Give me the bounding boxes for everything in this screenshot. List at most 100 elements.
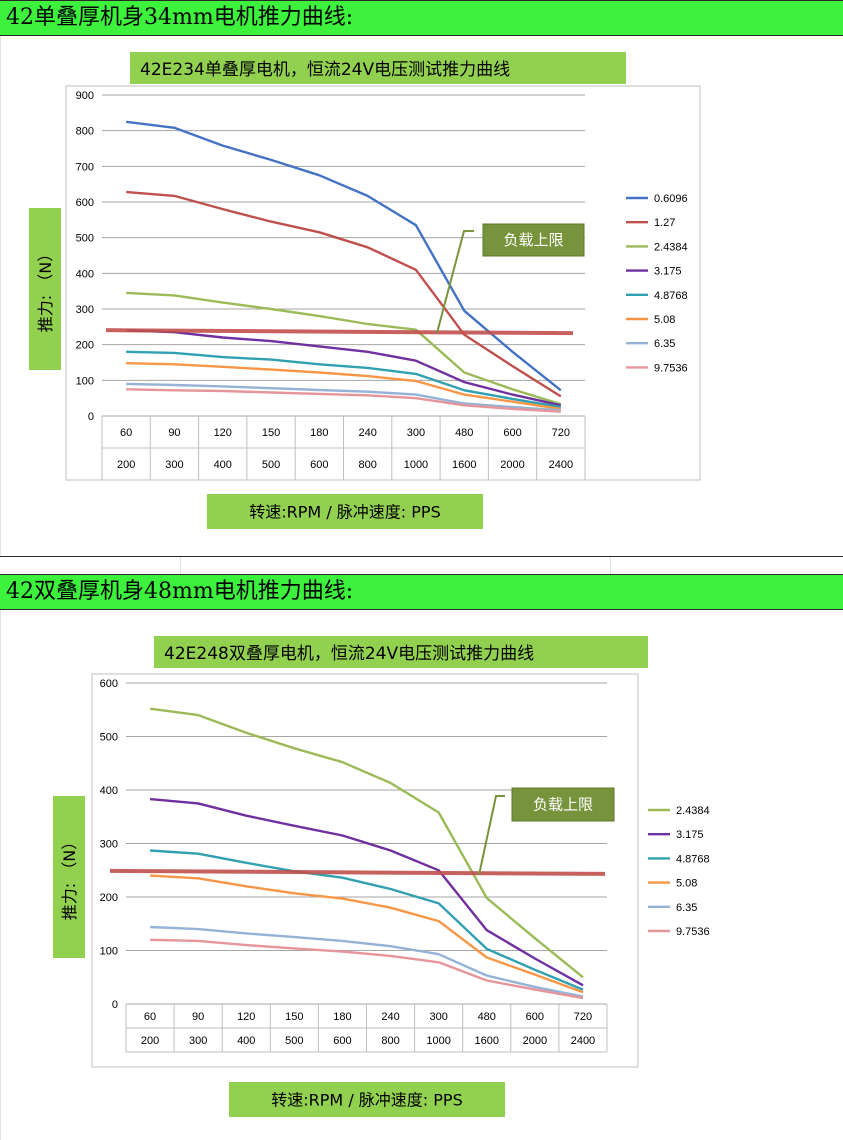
y-tick-label: 600 bbox=[100, 678, 118, 690]
legend-label: 9.7536 bbox=[676, 926, 710, 938]
annotation-box bbox=[511, 787, 615, 822]
chart-title-box bbox=[130, 52, 626, 84]
x-axis-label-box bbox=[229, 1082, 505, 1117]
series-line bbox=[149, 707, 584, 979]
y-axis-label: 推力: （N） bbox=[36, 246, 55, 332]
page-gridline bbox=[610, 556, 611, 574]
series-line bbox=[150, 874, 584, 994]
y-tick-label: 0 bbox=[88, 411, 94, 423]
x-tick-label-pps: 300 bbox=[165, 459, 183, 471]
series-line bbox=[126, 388, 561, 413]
x-tick-label-pps: 500 bbox=[262, 459, 280, 471]
x-tick-label-pps: 800 bbox=[381, 1035, 399, 1047]
x-tick-label-pps: 400 bbox=[237, 1035, 255, 1047]
legend-label: 2.4384 bbox=[676, 805, 710, 817]
divider bbox=[0, 556, 843, 557]
y-tick-label: 300 bbox=[76, 304, 94, 316]
legend-label: 3.175 bbox=[654, 266, 682, 278]
series-line bbox=[126, 382, 561, 412]
chart-frame bbox=[65, 85, 701, 481]
x-tick-label-pps: 2000 bbox=[500, 459, 524, 471]
y-tick-label: 400 bbox=[100, 785, 118, 797]
x-tick-label-pps: 2400 bbox=[571, 1035, 595, 1047]
x-tick-label-pps: 800 bbox=[358, 459, 376, 471]
annotation-label: 负载上限 bbox=[533, 796, 593, 814]
x-tick-label-rpm: 300 bbox=[429, 1011, 447, 1023]
annotation-pointer bbox=[478, 795, 505, 876]
series-line bbox=[126, 362, 561, 411]
load-limit-line bbox=[105, 328, 574, 336]
page-gridline bbox=[0, 36, 1, 556]
x-tick-label-rpm: 600 bbox=[526, 1011, 544, 1023]
section-heading-bar: 42单叠厚机身34mm电机推力曲线: bbox=[0, 0, 843, 36]
load-limit-line bbox=[109, 868, 606, 876]
x-tick-label-pps: 300 bbox=[189, 1035, 207, 1047]
x-tick-label-rpm: 300 bbox=[407, 427, 425, 439]
series-line bbox=[150, 849, 584, 991]
x-tick-label-pps: 200 bbox=[117, 459, 135, 471]
y-tick-label: 600 bbox=[76, 197, 94, 209]
x-tick-label-pps: 1000 bbox=[426, 1035, 450, 1047]
x-tick-label-rpm: 600 bbox=[503, 427, 521, 439]
x-tick-label-pps: 1600 bbox=[475, 1035, 499, 1047]
x-tick-label-rpm: 720 bbox=[574, 1011, 592, 1023]
x-tick-label-rpm: 480 bbox=[478, 1011, 496, 1023]
annotation-label: 负载上限 bbox=[503, 231, 563, 249]
y-axis-label-box bbox=[53, 796, 85, 958]
x-tick-label-rpm: 120 bbox=[214, 427, 232, 439]
series-line bbox=[126, 291, 562, 406]
series-line bbox=[126, 329, 562, 407]
y-tick-label: 0 bbox=[112, 999, 118, 1011]
legend-label: 6.35 bbox=[676, 902, 697, 914]
y-axis-label: 推力: （N） bbox=[60, 834, 79, 920]
legend-label: 4.8768 bbox=[654, 290, 688, 302]
y-tick-label: 500 bbox=[100, 732, 118, 744]
x-tick-label-rpm: 480 bbox=[455, 427, 473, 439]
x-tick-label-pps: 2000 bbox=[523, 1035, 547, 1047]
y-axis-label-box bbox=[29, 208, 61, 370]
series-line bbox=[150, 938, 584, 1000]
y-tick-label: 100 bbox=[100, 946, 118, 958]
legend-label: 5.08 bbox=[676, 878, 697, 890]
x-tick-label-rpm: 60 bbox=[144, 1011, 156, 1023]
x-tick-label-rpm: 180 bbox=[310, 427, 328, 439]
annotation-pointer bbox=[436, 230, 474, 334]
chart-2: 42E248双叠厚电机，恒流24V电压测试推力曲线 0 100 200 300 400 50… bbox=[53, 636, 710, 1117]
series-line bbox=[149, 797, 584, 987]
y-tick-label: 100 bbox=[76, 375, 94, 387]
legend-label: 3.175 bbox=[676, 829, 704, 841]
chart-1: 42E234单叠厚电机，恒流24V电压测试推力曲线 0 100 200 300 400 50… bbox=[29, 52, 701, 529]
x-tick-label-rpm: 180 bbox=[333, 1011, 351, 1023]
legend-label: 1.27 bbox=[654, 217, 675, 229]
x-tick-label-pps: 600 bbox=[333, 1035, 351, 1047]
x-tick-label-rpm: 240 bbox=[358, 427, 376, 439]
page-gridline bbox=[0, 610, 1, 1140]
section-heading-bar: 42双叠厚机身48mm电机推力曲线: bbox=[0, 574, 843, 610]
x-axis-label-box bbox=[207, 494, 483, 529]
y-tick-label: 800 bbox=[76, 126, 94, 138]
y-tick-label: 300 bbox=[100, 839, 118, 851]
page-gridline bbox=[180, 556, 181, 574]
y-tick-label: 900 bbox=[76, 90, 94, 102]
x-tick-label-pps: 400 bbox=[214, 459, 232, 471]
legend-label: 2.4384 bbox=[654, 241, 688, 253]
y-tick-label: 400 bbox=[76, 268, 94, 280]
series-line bbox=[150, 925, 584, 998]
legend-label: 6.35 bbox=[654, 338, 675, 350]
legend-label: 5.08 bbox=[654, 314, 675, 326]
x-tick-label-rpm: 240 bbox=[381, 1011, 399, 1023]
x-tick-label-pps: 600 bbox=[310, 459, 328, 471]
x-tick-label-pps: 200 bbox=[141, 1035, 159, 1047]
chart-title: 42E234单叠厚电机，恒流24V电压测试推力曲线 bbox=[140, 60, 510, 80]
x-tick-label-rpm: 90 bbox=[168, 427, 180, 439]
annotation-box bbox=[482, 223, 585, 257]
x-tick-label-rpm: 720 bbox=[552, 427, 570, 439]
y-tick-label: 200 bbox=[100, 892, 118, 904]
section-heading: 42单叠厚机身34mm电机推力曲线: bbox=[6, 5, 354, 30]
chart-title-box bbox=[154, 636, 648, 668]
legend-label: 0.6096 bbox=[654, 193, 688, 205]
x-tick-label-rpm: 90 bbox=[192, 1011, 204, 1023]
x-axis-label: 转速:RPM / 脉冲速度: PPS bbox=[249, 503, 440, 522]
x-tick-label-rpm: 150 bbox=[285, 1011, 303, 1023]
x-tick-label-pps: 2400 bbox=[549, 459, 573, 471]
